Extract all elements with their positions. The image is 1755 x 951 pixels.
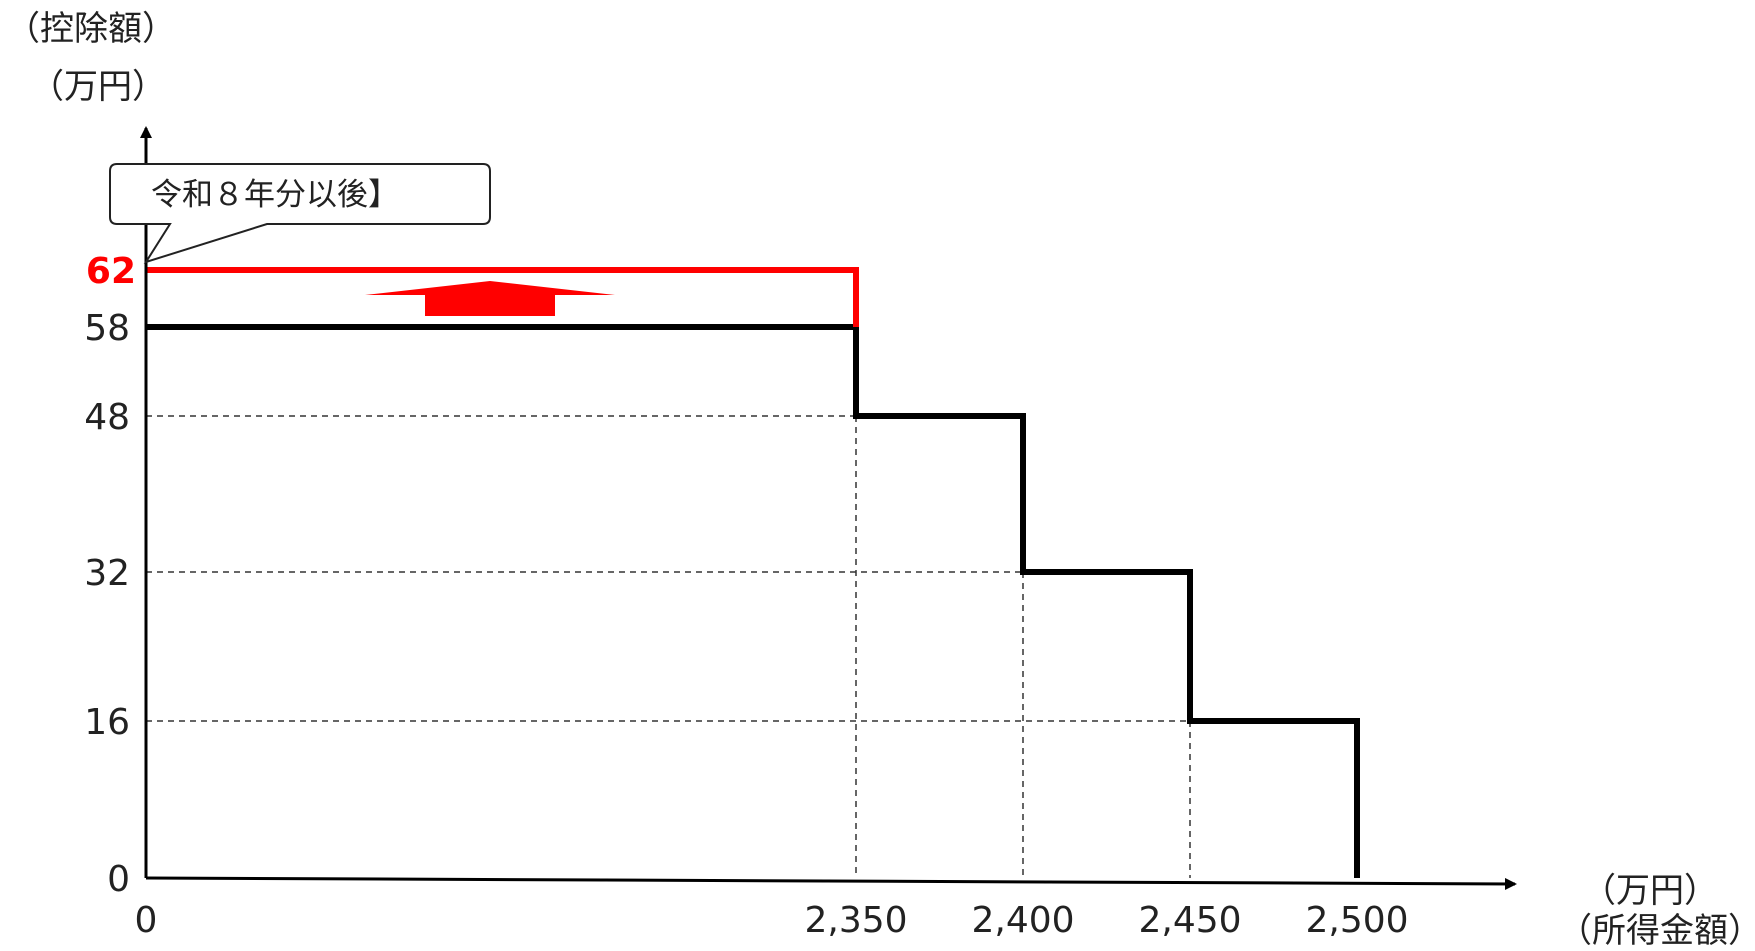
x-axis-label: （所得金額） [1558, 911, 1755, 951]
y-tick-label-32: 32 [84, 553, 130, 594]
y-axis-unit: （万円） [30, 67, 166, 107]
x-tick-label-2,400: 2,400 [971, 900, 1074, 941]
x-tick-label-2,500: 2,500 [1305, 900, 1408, 941]
reference-lines [146, 415, 1191, 878]
x-tick-label-0: 0 [135, 900, 158, 941]
increase-arrow [365, 281, 615, 316]
callout: 令和８年分以後】 [109, 163, 491, 264]
y-tick-label-highlight: 62 [86, 251, 136, 292]
y-tick-label-0: 0 [107, 859, 130, 900]
series-group [146, 267, 1360, 878]
series-line-increase [146, 267, 859, 327]
y-tick-label-16: 16 [84, 702, 130, 743]
tick-labels: 0 16 32 48 58 62 0 2,350 2,400 2,450 2,500 [84, 251, 1408, 941]
y-tick-label-48: 48 [84, 397, 130, 438]
callout-box [109, 163, 491, 264]
x-tick-label-2,350: 2,350 [804, 900, 907, 941]
x-tick-label-2,450: 2,450 [1138, 900, 1241, 941]
series-line-current [146, 324, 1360, 878]
y-axis-label: （控除額） [6, 9, 176, 49]
x-axis [145, 876, 1517, 890]
x-axis-unit: （万円） [1582, 871, 1718, 911]
y-tick-label-58: 58 [84, 308, 130, 349]
up-arrow-icon [365, 281, 615, 316]
callout-text: 令和８年分以後】 [151, 177, 399, 213]
